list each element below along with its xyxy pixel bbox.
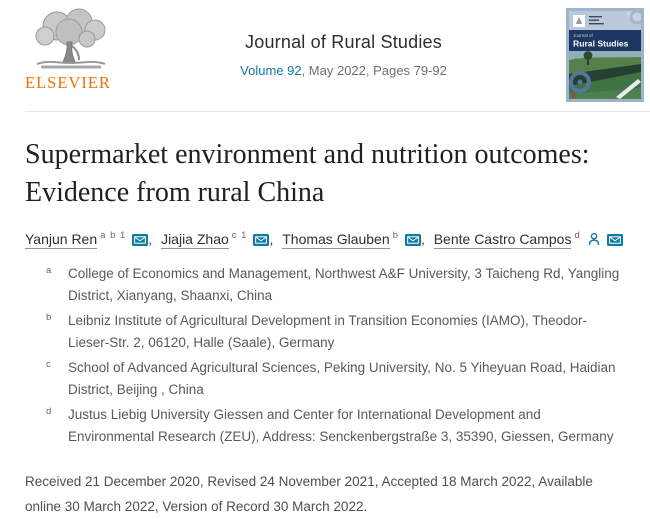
envelope-icon[interactable] xyxy=(132,233,149,246)
affiliation-text: School of Advanced Agricultural Sciences… xyxy=(68,359,616,397)
author-affil-sup: a b 1 xyxy=(100,230,127,241)
envelope-icon[interactable] xyxy=(404,233,421,246)
header-divider xyxy=(25,111,650,112)
affiliation-label: a xyxy=(46,264,52,276)
author-separator: , xyxy=(420,230,429,247)
affiliation-item: b Leibniz Institute of Agricultural Devel… xyxy=(25,310,625,354)
author-thomas-glauben: Thomas Glauben b xyxy=(282,230,421,249)
cover-journal-of-text: Journal of xyxy=(573,33,594,38)
affiliation-text: Leibniz Institute of Agricultural Develo… xyxy=(68,312,587,350)
author-yanjun-ren: Yanjun Ren a b 1 xyxy=(25,230,149,249)
article-head: Supermarket environment and nutrition ou… xyxy=(0,136,650,519)
author-list: Yanjun Ren a b 1, Jiajia Zhao c 1, Thomas … xyxy=(25,230,625,249)
article-title: Supermarket environment and nutrition ou… xyxy=(25,139,590,208)
affiliation-item: c School of Advanced Agricultural Science… xyxy=(25,357,625,401)
author-link[interactable]: Jiajia Zhao xyxy=(161,230,229,249)
elsevier-logo: ELSEVIER xyxy=(25,6,121,93)
elsevier-wordmark: ELSEVIER xyxy=(25,73,111,92)
author-separator: , xyxy=(269,230,278,247)
author-separator: , xyxy=(148,230,157,247)
affiliation-label: b xyxy=(46,311,52,323)
affiliation-text: College of Economics and Management, Nor… xyxy=(68,265,620,303)
affiliation-item: d Justus Liebig University Giessen and Ce… xyxy=(25,404,625,448)
envelope-icon[interactable] xyxy=(606,233,623,246)
author-bente-castro-campos: Bente Castro Campos d xyxy=(433,230,623,249)
author-affil-sup: d xyxy=(574,230,581,241)
volume-issue-line: Volume 92, May 2022, Pages 79-92 xyxy=(121,63,566,78)
journal-cover-thumbnail[interactable]: Journal of Rural Studies xyxy=(566,8,645,107)
envelope-icon[interactable] xyxy=(253,233,270,246)
affiliation-list: a College of Economics and Management, No… xyxy=(25,263,625,448)
author-link[interactable]: Bente Castro Campos xyxy=(433,230,572,249)
journal-title-link[interactable]: Journal of Rural Studies xyxy=(245,32,442,52)
affiliation-label: c xyxy=(46,358,51,370)
journal-header: ELSEVIER Journal of Rural Studies Volume… xyxy=(0,0,650,107)
journal-meta: Journal of Rural Studies Volume 92, May … xyxy=(121,6,566,78)
journal-cover-image: Journal of Rural Studies xyxy=(566,8,645,102)
elsevier-tree-icon xyxy=(35,8,106,69)
author-affil-sup: c 1 xyxy=(231,230,248,241)
author-affil-sup: b xyxy=(392,230,399,241)
publication-dates: Received 21 December 2020, Revised 24 No… xyxy=(25,473,593,514)
affiliation-item: a College of Economics and Management, No… xyxy=(25,263,625,307)
person-icon[interactable] xyxy=(587,232,601,246)
author-jiajia-zhao: Jiajia Zhao c 1 xyxy=(161,230,270,249)
issue-info: , May 2022, Pages 79-92 xyxy=(301,63,447,78)
volume-link[interactable]: Volume 92 xyxy=(240,63,302,78)
affiliation-text: Justus Liebig University Giessen and Cen… xyxy=(68,406,614,444)
author-link[interactable]: Thomas Glauben xyxy=(282,230,390,249)
cover-title-text: Rural Studies xyxy=(573,39,629,49)
author-link[interactable]: Yanjun Ren xyxy=(25,230,98,249)
affiliation-label: d xyxy=(46,405,52,417)
